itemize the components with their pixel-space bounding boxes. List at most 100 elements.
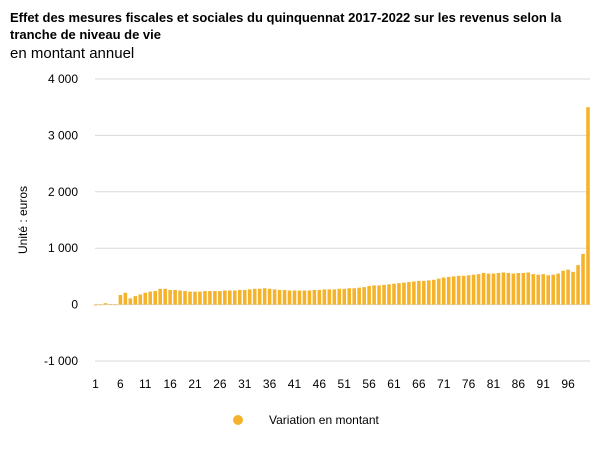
bar	[163, 288, 167, 305]
bar	[431, 279, 436, 305]
bar	[247, 289, 252, 305]
bar	[581, 253, 585, 305]
x-tick-label: 91	[537, 377, 551, 391]
bar	[113, 304, 118, 306]
x-tick-label: 36	[263, 377, 277, 391]
bar	[133, 296, 138, 305]
x-tick-label: 66	[412, 377, 426, 391]
x-tick-label: 51	[338, 377, 352, 391]
bar	[103, 303, 108, 305]
bar	[262, 288, 267, 305]
bar	[451, 276, 456, 305]
bar	[387, 284, 391, 305]
bar	[561, 270, 565, 305]
bar	[422, 280, 426, 305]
bar	[193, 291, 197, 305]
y-axis-title: Unité : euros	[16, 186, 30, 254]
bar	[327, 289, 332, 305]
y-tick-label: -1 000	[44, 354, 78, 368]
y-tick-label: 2 000	[48, 185, 78, 199]
bar	[571, 271, 575, 305]
bar	[516, 273, 521, 305]
bar	[168, 289, 172, 305]
x-tick-label: 11	[139, 377, 152, 391]
bar	[332, 289, 337, 305]
bar	[417, 280, 421, 305]
bar	[198, 291, 202, 305]
bar	[372, 285, 376, 305]
x-tick-label: 21	[188, 377, 202, 391]
bar	[436, 278, 441, 305]
bar	[143, 292, 148, 305]
bar	[362, 287, 366, 305]
chart-subtitle: en montant annuel	[10, 45, 135, 62]
bar	[277, 289, 282, 305]
bar	[556, 273, 560, 305]
bar	[501, 272, 506, 305]
y-axis-ticks: -1 000 0 1 000 2 000 3 000 4 000	[44, 72, 78, 368]
bar	[551, 274, 555, 305]
bar	[252, 288, 257, 305]
bar	[292, 290, 297, 305]
bar	[476, 274, 481, 305]
bar	[526, 272, 531, 305]
bar	[412, 281, 416, 305]
bar	[461, 275, 466, 305]
x-tick-label: 1	[92, 377, 99, 391]
bar	[208, 291, 212, 305]
bar	[203, 291, 207, 305]
bar	[446, 276, 451, 305]
bars	[93, 107, 590, 306]
bar	[287, 290, 292, 305]
bar	[586, 107, 590, 305]
bar	[228, 290, 232, 305]
x-tick-label: 61	[387, 377, 401, 391]
bar	[188, 291, 192, 305]
bar	[267, 288, 272, 305]
bar	[322, 289, 327, 305]
bar	[218, 291, 222, 305]
bar	[148, 291, 153, 305]
bar	[108, 304, 113, 305]
bar	[486, 273, 491, 305]
x-axis-ticks: 1 6 11 16 21 26 31 36 41 46 51 56 61 66 71 76 81 86 91 96	[92, 377, 575, 391]
x-tick-label: 41	[288, 377, 302, 391]
bar	[138, 294, 143, 305]
x-tick-label: 76	[462, 377, 476, 391]
legend-marker	[233, 415, 243, 425]
bar	[466, 275, 471, 305]
bar	[481, 273, 486, 305]
bar	[496, 273, 501, 305]
gridlines	[95, 78, 590, 362]
bar	[123, 292, 128, 305]
bar	[357, 287, 361, 305]
bar	[531, 274, 536, 305]
y-tick-label: 0	[71, 298, 78, 312]
bar	[302, 290, 307, 305]
bar	[312, 289, 317, 305]
bar	[536, 274, 541, 305]
bar	[407, 282, 411, 305]
bar	[392, 283, 396, 305]
bar	[183, 291, 187, 305]
x-tick-label: 86	[512, 377, 526, 391]
bar	[297, 290, 302, 305]
bar	[511, 273, 516, 305]
x-tick-label: 26	[213, 377, 227, 391]
bar	[93, 304, 98, 306]
bar	[352, 288, 356, 305]
bar	[367, 285, 371, 305]
bar	[337, 288, 342, 305]
bar	[541, 274, 546, 305]
bar	[397, 283, 401, 305]
bar	[377, 285, 381, 305]
x-tick-label: 96	[561, 377, 575, 391]
bar	[506, 273, 511, 305]
bar	[237, 289, 242, 305]
bar	[566, 269, 570, 305]
bar	[427, 280, 431, 305]
bar	[173, 289, 177, 305]
x-tick-label: 16	[163, 377, 177, 391]
chart-title: Effet des mesures fiscales et sociales d…	[10, 10, 562, 42]
